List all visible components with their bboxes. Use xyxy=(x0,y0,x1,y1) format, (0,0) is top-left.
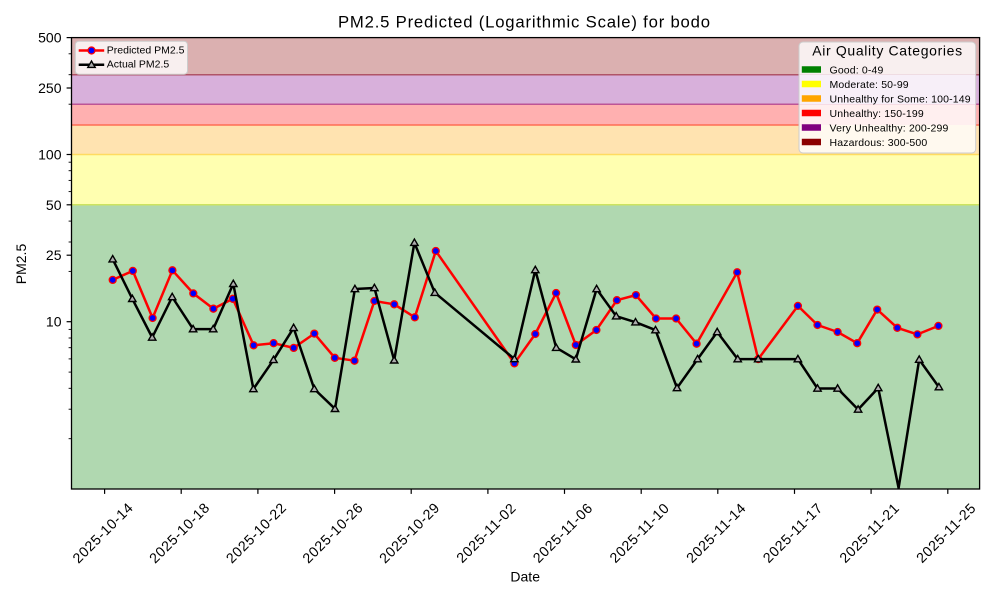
svg-text:Good: 0-49: Good: 0-49 xyxy=(830,64,884,76)
svg-text:25: 25 xyxy=(46,247,62,263)
svg-text:Actual PM2.5: Actual PM2.5 xyxy=(107,59,170,71)
svg-text:Very Unhealthy: 200-299: Very Unhealthy: 200-299 xyxy=(830,122,949,134)
svg-text:Date: Date xyxy=(510,569,540,585)
svg-text:250: 250 xyxy=(38,80,62,96)
svg-text:Unhealthy: 150-199: Unhealthy: 150-199 xyxy=(830,108,924,120)
svg-text:50: 50 xyxy=(46,197,62,213)
svg-text:PM2.5 Predicted (Logarithmic S: PM2.5 Predicted (Logarithmic Scale) for … xyxy=(338,12,711,31)
svg-text:500: 500 xyxy=(38,30,62,46)
svg-text:Moderate: 50-99: Moderate: 50-99 xyxy=(830,79,909,91)
svg-text:Hazardous: 300-500: Hazardous: 300-500 xyxy=(830,137,928,149)
svg-text:Predicted PM2.5: Predicted PM2.5 xyxy=(107,44,185,56)
svg-text:100: 100 xyxy=(38,147,62,163)
svg-text:PM2.5: PM2.5 xyxy=(13,244,29,285)
svg-text:Air Quality Categories: Air Quality Categories xyxy=(812,42,962,58)
svg-text:Unhealthy for Some: 100-149: Unhealthy for Some: 100-149 xyxy=(830,93,971,105)
svg-text:10: 10 xyxy=(46,314,62,330)
